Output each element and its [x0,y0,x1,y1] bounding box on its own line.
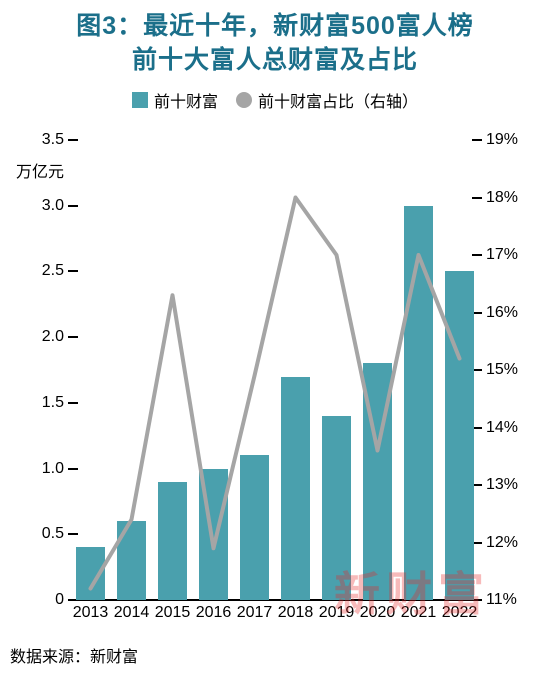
y-right-tick: 16% [486,304,518,322]
legend-swatch-bar [132,92,148,108]
y-left-tick: 1.0 [42,460,64,478]
y-left-tick: 3.0 [42,197,64,215]
y-left-tick: 2.0 [42,328,64,346]
x-tick-label: 2021 [401,604,437,622]
x-tick-label: 2016 [196,604,232,622]
y-right-tick: 15% [486,361,518,379]
y-left-tick: 2.5 [42,262,64,280]
y-left-tick: 0 [55,591,64,609]
x-tick-label: 2022 [442,604,478,622]
x-tick-label: 2014 [114,604,150,622]
y-right-tick: 14% [486,419,518,437]
y-right-tick: 12% [486,534,518,552]
legend-item-line: 前十财富占比（右轴） [236,88,418,112]
legend-label-bar: 前十财富 [154,88,218,112]
x-tick-label: 2019 [319,604,355,622]
title-line1: 图3：最近十年，新财富500富人榜 [76,12,474,40]
y-left-unit: 万亿元 [16,158,64,182]
legend-item-bar: 前十财富 [132,88,218,112]
y-left-tick: 3.5 [42,131,64,149]
plot-area: 00.51.01.52.02.53.03.5万亿元11%12%13%14%15%… [70,140,480,600]
y-left-tick: 0.5 [42,525,64,543]
x-tick-label: 2015 [155,604,191,622]
y-right-tick: 13% [486,476,518,494]
data-source: 数据来源：新财富 [10,643,138,667]
y-left-tick: 1.5 [42,394,64,412]
x-tick-label: 2020 [360,604,396,622]
y-right-tick: 18% [486,189,518,207]
x-tick-label: 2017 [237,604,273,622]
x-tick-label: 2018 [278,604,314,622]
title-line2: 前十大富人总财富及占比 [132,46,418,74]
legend-label-line: 前十财富占比（右轴） [258,88,418,112]
line-series [70,140,480,600]
legend-dot-line [236,92,252,108]
y-right-tick: 19% [486,131,518,149]
y-right-tick: 17% [486,246,518,264]
chart-title: 图3：最近十年，新财富500富人榜 前十大富人总财富及占比 [0,0,550,78]
x-tick-label: 2013 [73,604,109,622]
y-right-tick: 11% [486,591,517,609]
legend: 前十财富 前十财富占比（右轴） [0,88,550,112]
